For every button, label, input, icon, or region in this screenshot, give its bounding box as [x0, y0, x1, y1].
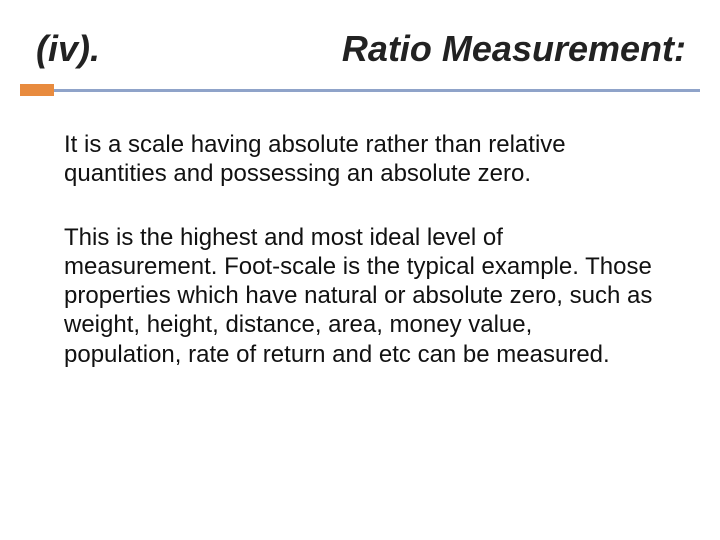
paragraph-2: This is the highest and most ideal level… — [64, 223, 656, 369]
title-text: Ratio Measurement: — [342, 28, 690, 70]
slide: (iv). Ratio Measurement: It is a scale h… — [0, 0, 720, 540]
paragraph-1: It is a scale having absolute rather tha… — [64, 130, 656, 189]
body-area: It is a scale having absolute rather tha… — [0, 96, 720, 369]
title-row: (iv). Ratio Measurement: — [0, 0, 720, 70]
title-rule — [0, 84, 720, 96]
accent-block — [20, 84, 54, 96]
horizontal-rule — [20, 89, 700, 92]
title-number: (iv). — [30, 28, 100, 70]
